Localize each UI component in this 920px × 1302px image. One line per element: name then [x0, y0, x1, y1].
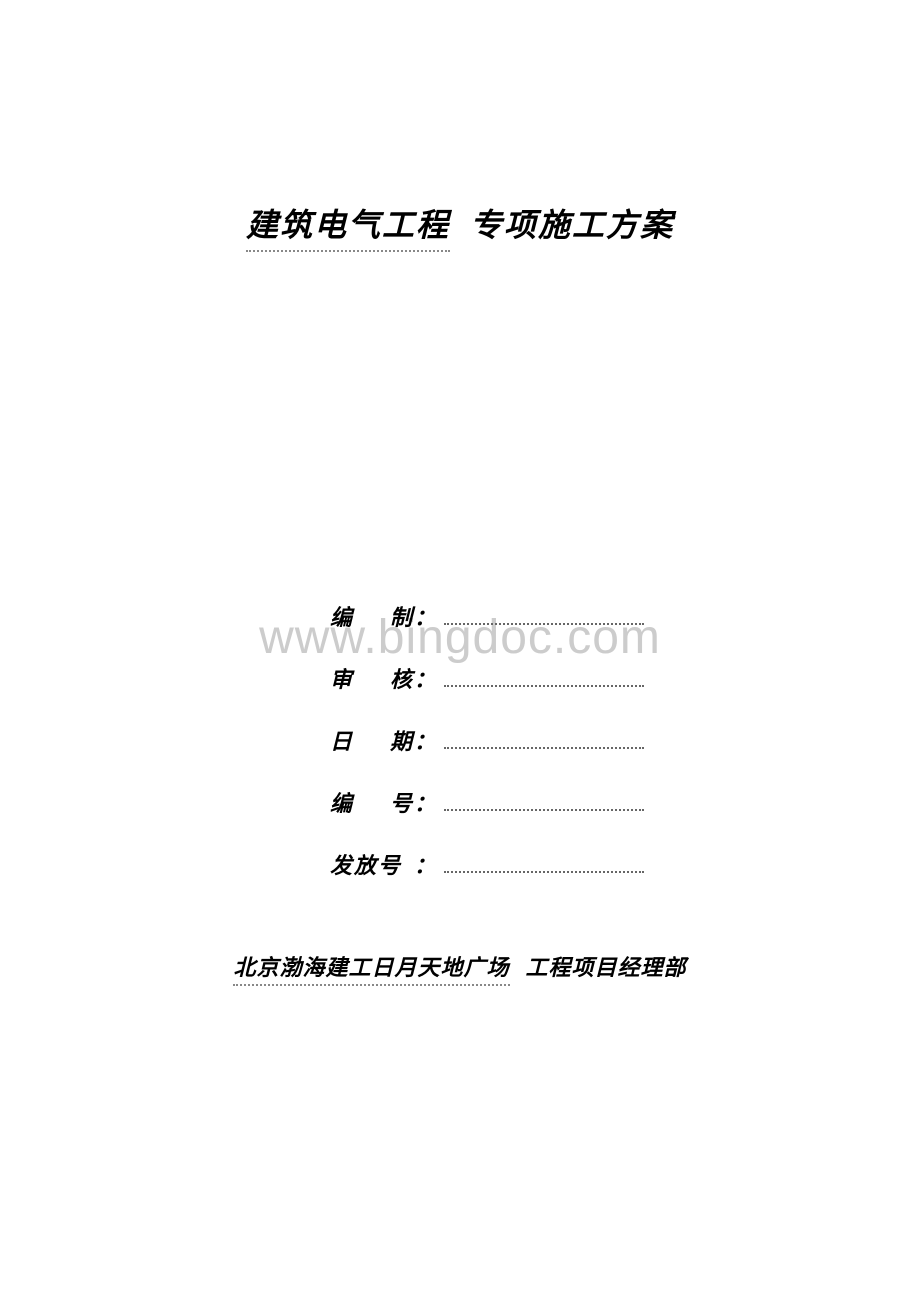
signature-label-number: 编 号	[330, 786, 420, 818]
signature-row-author: 编 制 ：	[330, 600, 644, 632]
footer-department: 工程项目经理部	[526, 950, 687, 982]
signature-row-date: 日 期 ：	[330, 724, 644, 756]
signature-line-number	[444, 793, 644, 811]
signature-label-distribution: 发放号	[330, 848, 420, 880]
footer-section: 北京渤海建工日月天地广场 工程项目经理部	[0, 950, 920, 986]
signature-section: 编 制 ： 审 核 ： 日 期 ： 编 号 ： 发放号 ：	[330, 600, 644, 910]
footer-row: 北京渤海建工日月天地广场 工程项目经理部	[233, 950, 686, 986]
signature-line-date	[444, 731, 644, 749]
signature-label-reviewer: 审 核	[330, 662, 420, 694]
signature-line-distribution	[444, 855, 644, 873]
title-row: 建筑电气工程 专项施工方案	[246, 200, 674, 252]
title-document-type: 专项施工方案	[470, 200, 674, 246]
signature-row-number: 编 号 ：	[330, 786, 644, 818]
signature-line-author	[444, 607, 644, 625]
signature-row-distribution: 发放号 ：	[330, 848, 644, 880]
signature-colon: ：	[414, 724, 436, 756]
title-project-name: 建筑电气工程	[246, 200, 450, 252]
signature-line-reviewer	[444, 669, 644, 687]
footer-company-project: 北京渤海建工日月天地广场	[233, 950, 509, 986]
document-page: 建筑电气工程 专项施工方案 www.bingdoc.com 编 制 ： 审 核 …	[0, 0, 920, 1302]
signature-colon: ：	[414, 786, 436, 818]
signature-colon: ：	[414, 600, 436, 632]
signature-colon: ：	[414, 662, 436, 694]
signature-label-date: 日 期	[330, 724, 420, 756]
title-section: 建筑电气工程 专项施工方案	[0, 200, 920, 252]
signature-row-reviewer: 审 核 ：	[330, 662, 644, 694]
signature-colon: ：	[414, 848, 436, 880]
signature-label-author: 编 制	[330, 600, 420, 632]
